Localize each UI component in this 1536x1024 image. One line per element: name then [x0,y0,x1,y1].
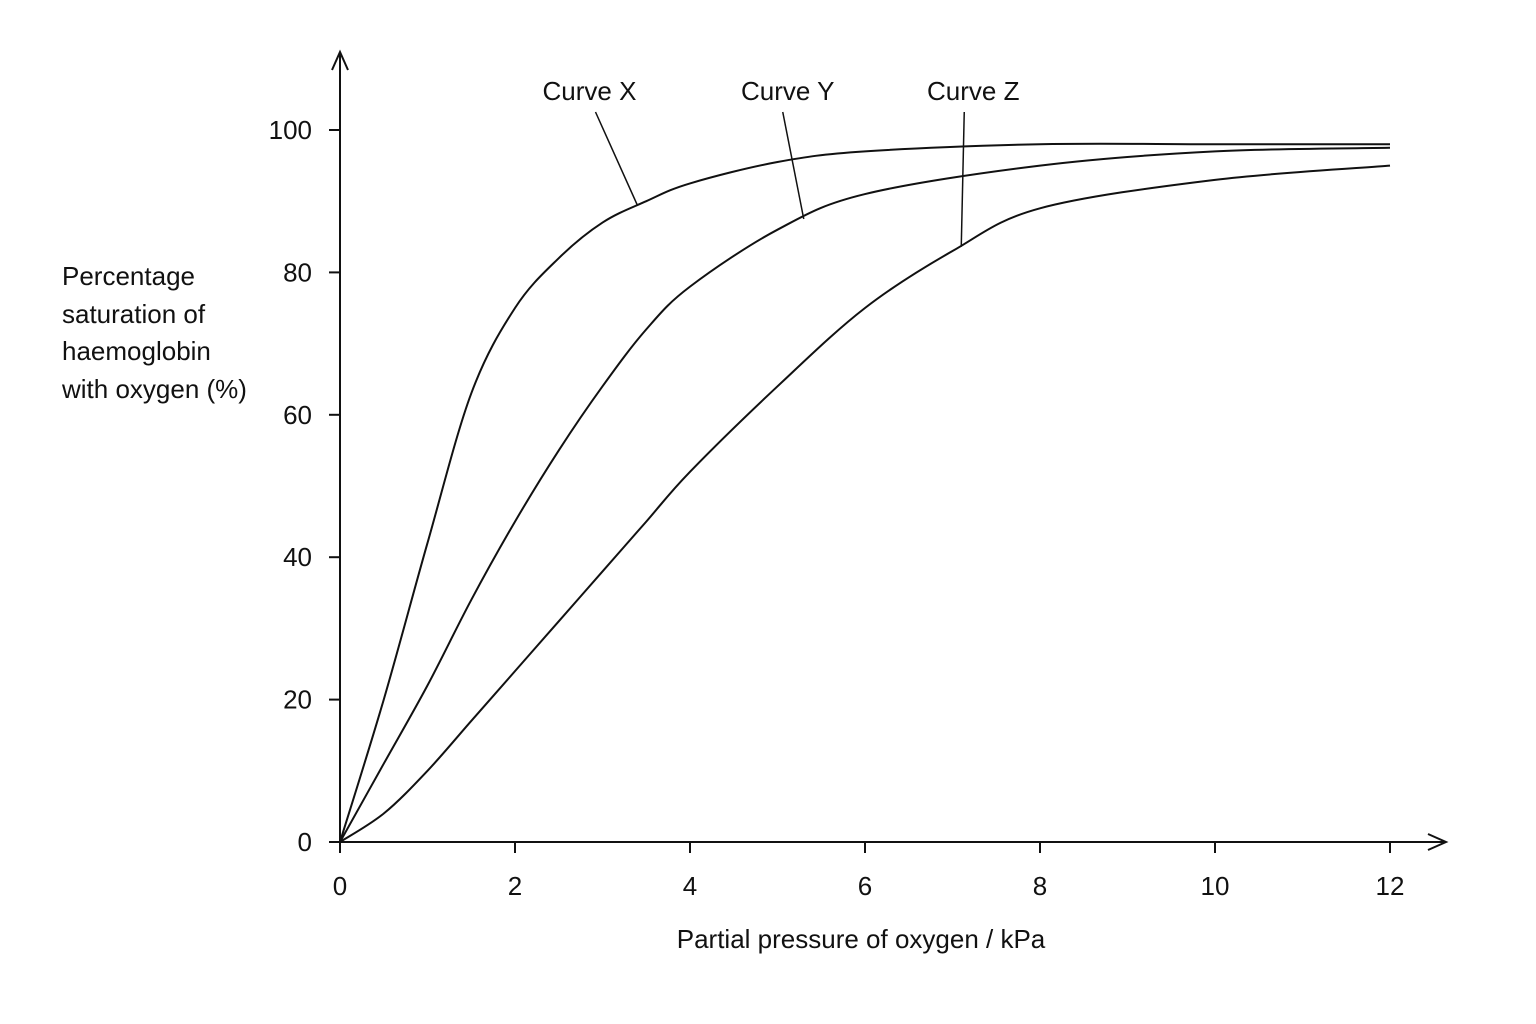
x-tick-label: 2 [508,871,522,901]
curve-leader-line-1 [594,111,639,206]
curve-leader-line-2 [782,111,805,220]
curves [339,142,1391,843]
y-axis-label-line-2: saturation of [62,298,206,329]
curve-annotations: Curve X Curve Y Curve Z [543,76,1020,247]
x-tick-label: 10 [1201,871,1230,901]
x-axis-label: Partial pressure of oxygen / kPa [677,924,1046,954]
x-tick-label: 6 [858,871,872,901]
ticks: 0 2 4 6 8 10 12 0 20 40 60 80 100 [269,115,1405,901]
x-tick-label: 8 [1033,871,1047,901]
y-tick-label: 20 [283,685,312,715]
y-tick-label: 60 [283,400,312,430]
y-tick-label: 40 [283,542,312,572]
x-tick-label: 4 [683,871,697,901]
curve-2 [339,146,1391,843]
y-tick-label: 0 [298,827,312,857]
curve-label-2: Curve Y [741,76,834,106]
axes [331,49,1449,851]
y-axis-label-line-1: Percentage [62,261,195,291]
y-axis-label-line-3: haemoglobin [62,336,211,366]
x-axis-arrow [1427,833,1449,851]
y-tick-label: 100 [269,115,312,145]
y-axis-arrow [331,49,349,71]
y-axis-label-line-4: with oxygen (%) [62,373,247,404]
y-axis-label: Percentage saturation of haemoglobin wit… [62,258,292,408]
curve-3 [339,164,1391,843]
curve-leader-line-3 [960,111,965,247]
curve-1 [339,142,1390,843]
y-tick-label: 80 [283,257,312,287]
x-tick-label: 0 [333,871,347,901]
x-tick-label: 12 [1376,871,1405,901]
curve-label-3: Curve Z [927,76,1020,106]
curve-label-1: Curve X [543,76,637,106]
